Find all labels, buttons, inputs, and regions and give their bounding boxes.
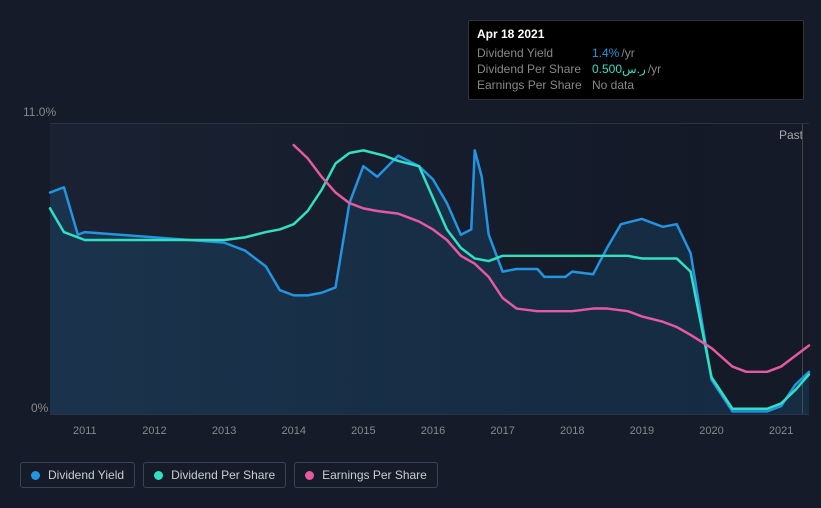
- tooltip-row-value: 0.500ر.س/yr: [592, 62, 661, 76]
- legend-dot: [31, 471, 40, 480]
- x-tick: 2011: [73, 425, 97, 437]
- x-tick: 2016: [421, 425, 445, 437]
- plot-area: Past: [50, 123, 809, 415]
- x-tick: 2018: [560, 425, 584, 437]
- chart-tooltip: Apr 18 2021 Dividend Yield1.4%/yrDividen…: [468, 20, 804, 100]
- legend: Dividend Yield Dividend Per Share Earnings…: [20, 462, 438, 488]
- y-axis-min-label: 0%: [31, 401, 48, 415]
- dividend-chart: 11.0% 0% Past 20112012201320142015201620…: [20, 105, 809, 455]
- tooltip-row-label: Dividend Per Share: [477, 62, 592, 76]
- x-tick: 2021: [769, 425, 793, 437]
- legend-item[interactable]: Dividend Yield: [20, 462, 135, 488]
- tooltip-row-value: 1.4%/yr: [592, 46, 635, 60]
- x-axis: 2011 2012 2013 2014 2015 2016 2017 2018 2019 2020…: [50, 423, 809, 443]
- legend-dot: [154, 471, 163, 480]
- tooltip-row: Dividend Per Share0.500ر.س/yr: [477, 61, 795, 77]
- x-tick: 2015: [351, 425, 375, 437]
- tooltip-date: Apr 18 2021: [477, 27, 795, 41]
- y-axis-max-label: 11.0%: [23, 105, 56, 119]
- tooltip-row: Earnings Per ShareNo data: [477, 77, 795, 93]
- x-tick: 2014: [281, 425, 305, 437]
- x-tick: 2013: [212, 425, 236, 437]
- legend-item[interactable]: Earnings Per Share: [294, 462, 438, 488]
- x-tick: 2020: [699, 425, 723, 437]
- legend-item[interactable]: Dividend Per Share: [143, 462, 286, 488]
- legend-label: Earnings Per Share: [322, 468, 427, 482]
- x-tick: 2017: [490, 425, 514, 437]
- tooltip-row-value: No data: [592, 78, 634, 92]
- tooltip-row-label: Dividend Yield: [477, 46, 592, 60]
- x-tick: 2012: [142, 425, 166, 437]
- legend-label: Dividend Per Share: [171, 468, 275, 482]
- legend-label: Dividend Yield: [48, 468, 124, 482]
- chart-lines: [50, 124, 809, 414]
- x-tick: 2019: [630, 425, 654, 437]
- tooltip-row: Dividend Yield1.4%/yr: [477, 45, 795, 61]
- legend-dot: [305, 471, 314, 480]
- tooltip-row-label: Earnings Per Share: [477, 78, 592, 92]
